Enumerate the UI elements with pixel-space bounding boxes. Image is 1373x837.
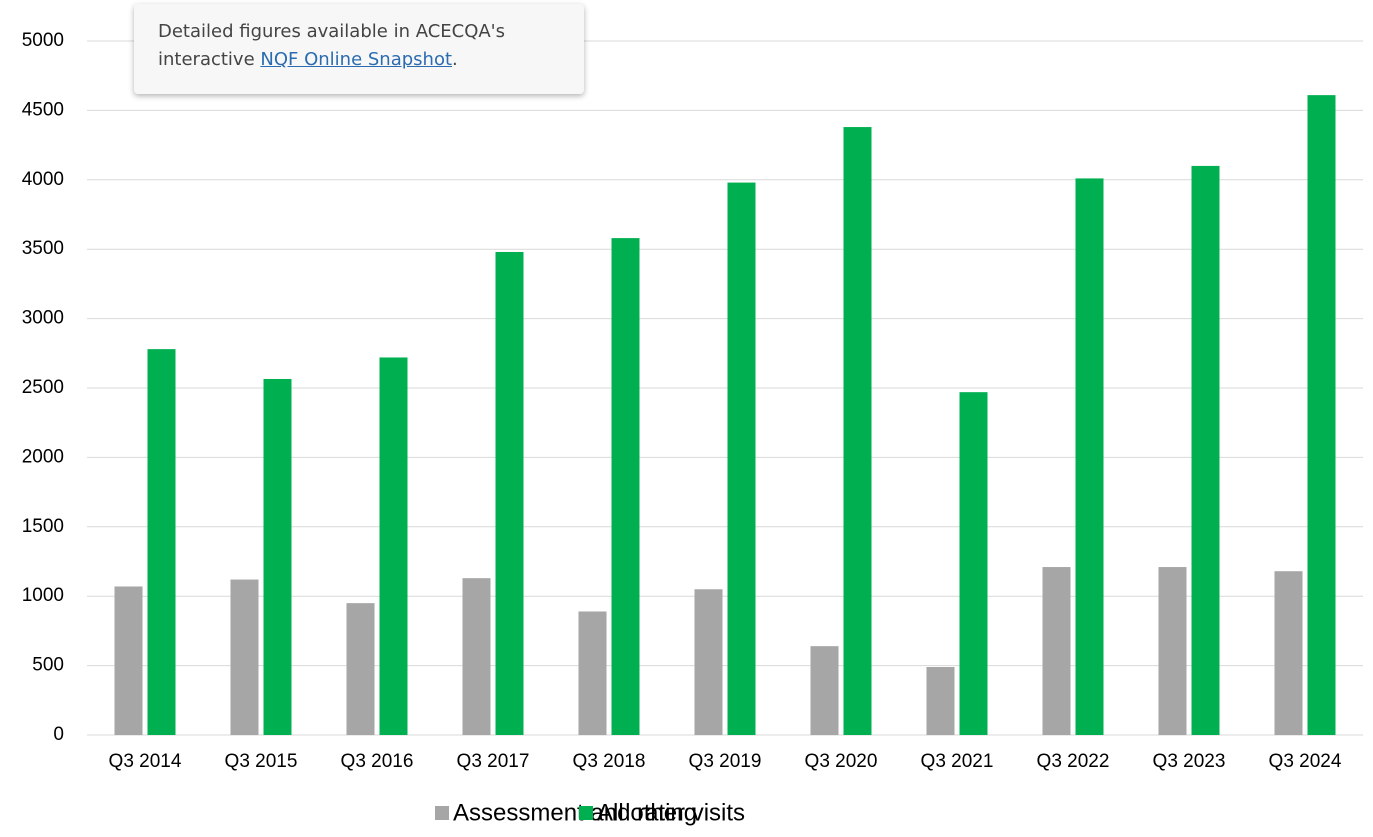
x-tick-label: Q3 2021 bbox=[921, 751, 994, 772]
x-tick-label: Q3 2014 bbox=[109, 751, 182, 772]
bar bbox=[263, 378, 292, 735]
bar bbox=[495, 251, 524, 735]
snapshot-link[interactable]: NQF Online Snapshot bbox=[260, 49, 453, 70]
x-tick-label: Q3 2016 bbox=[341, 751, 414, 772]
bar bbox=[1307, 95, 1336, 735]
y-tick-label: 3500 bbox=[22, 238, 64, 259]
y-tick-label: 500 bbox=[32, 655, 64, 676]
y-tick-label: 4000 bbox=[22, 169, 64, 190]
y-tick-label: 2000 bbox=[22, 446, 64, 467]
bar bbox=[1274, 571, 1303, 735]
bar bbox=[611, 238, 640, 735]
bar bbox=[1158, 567, 1187, 735]
annotation-text: Detailed figures available in ACECQA's i… bbox=[158, 21, 506, 70]
bar bbox=[462, 578, 491, 735]
bar bbox=[114, 586, 143, 735]
x-tick-label: Q3 2017 bbox=[457, 751, 530, 772]
bar bbox=[727, 182, 756, 736]
y-tick-label: 4500 bbox=[22, 99, 64, 120]
bar bbox=[1191, 165, 1220, 736]
y-tick-label: 3000 bbox=[22, 308, 64, 329]
y-tick-label: 5000 bbox=[22, 30, 64, 51]
bar bbox=[578, 611, 607, 735]
x-tick-label: Q3 2019 bbox=[689, 751, 762, 772]
x-tick-label: Q3 2015 bbox=[225, 751, 298, 772]
bar bbox=[147, 349, 176, 735]
legend-label: Assessment and rating bbox=[453, 799, 697, 826]
bar bbox=[1075, 178, 1104, 736]
x-tick-label: Q3 2020 bbox=[805, 751, 878, 772]
x-tick-label: Q3 2024 bbox=[1269, 751, 1342, 772]
bar bbox=[230, 579, 259, 735]
bar bbox=[926, 666, 955, 735]
y-tick-label: 1000 bbox=[22, 585, 64, 606]
legend-label: All other visits bbox=[597, 799, 745, 826]
x-tick-label: Q3 2018 bbox=[573, 751, 646, 772]
bar bbox=[1042, 567, 1071, 735]
bar bbox=[843, 127, 872, 735]
bar bbox=[694, 589, 723, 735]
x-tick-label: Q3 2022 bbox=[1037, 751, 1110, 772]
y-tick-label: 1500 bbox=[22, 516, 64, 537]
bar bbox=[379, 357, 408, 735]
bar bbox=[810, 646, 839, 735]
annotation-box: Detailed figures available in ACECQA's i… bbox=[134, 4, 584, 94]
legend-swatch bbox=[435, 806, 449, 820]
y-tick-label: 2500 bbox=[22, 377, 64, 398]
legend-swatch bbox=[579, 806, 593, 820]
bar bbox=[959, 392, 988, 735]
y-tick-label: 0 bbox=[53, 724, 64, 745]
annotation-end: . bbox=[452, 49, 458, 70]
x-tick-label: Q3 2023 bbox=[1153, 751, 1226, 772]
bar bbox=[346, 603, 375, 735]
